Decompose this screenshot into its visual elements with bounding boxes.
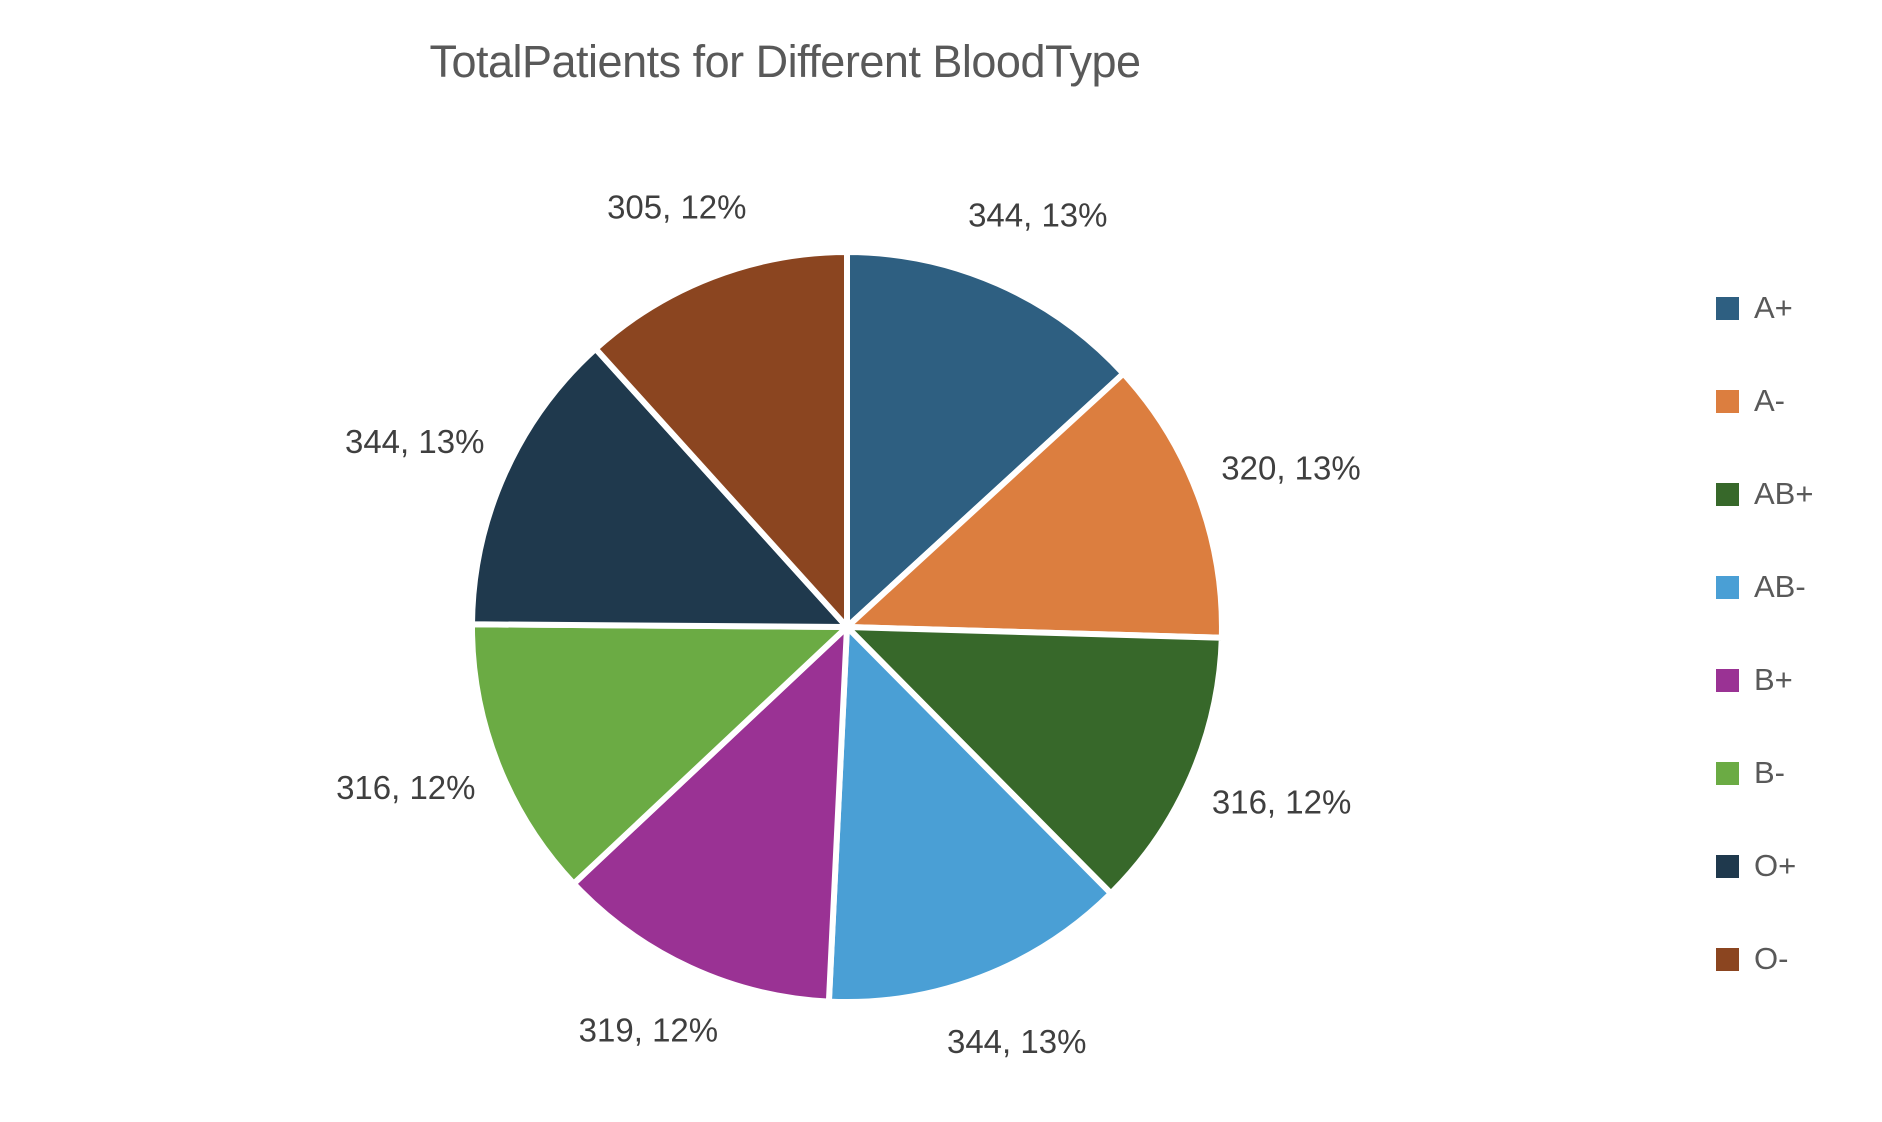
- legend-label-a-plus: A+: [1754, 290, 1793, 325]
- pie-slice-o-plus[interactable]: [469, 345, 850, 630]
- legend-swatch-b-minus: [1716, 761, 1739, 785]
- pie-slice-a-minus[interactable]: [844, 370, 1225, 641]
- legend: A+ A- AB+ AB- B+ B- O+ O-: [1716, 290, 1813, 977]
- legend-item-a-plus[interactable]: A+: [1716, 290, 1813, 326]
- pie-slice-b-minus[interactable]: [468, 621, 850, 887]
- data-label-ab-plus: 316, 12%: [1212, 784, 1351, 821]
- legend-item-b-plus[interactable]: B+: [1716, 662, 1813, 698]
- chart-title: TotalPatients for Different BloodType: [429, 36, 1141, 87]
- data-label-o-plus: 344, 13%: [345, 423, 484, 460]
- legend-item-o-minus[interactable]: O-: [1716, 941, 1813, 977]
- data-label-a-minus: 320, 13%: [1221, 450, 1360, 487]
- legend-label-a-minus: A-: [1754, 383, 1785, 418]
- legend-label-ab-plus: AB+: [1754, 476, 1814, 511]
- legend-swatch-ab-minus: [1716, 575, 1739, 599]
- legend-swatch-a-plus: [1716, 296, 1739, 320]
- pie-slice-a-plus[interactable]: [844, 249, 1127, 630]
- legend-swatch-b-plus: [1716, 668, 1739, 692]
- legend-item-ab-minus[interactable]: AB-: [1716, 569, 1813, 605]
- pie-slice-b-plus[interactable]: [570, 624, 850, 1005]
- legend-swatch-a-minus: [1716, 389, 1739, 413]
- data-label-b-plus: 319, 12%: [579, 1012, 718, 1049]
- data-label-b-minus: 316, 12%: [336, 769, 475, 806]
- pie-slice-ab-plus[interactable]: [844, 624, 1225, 897]
- data-label-a-plus: 344, 13%: [968, 197, 1107, 234]
- legend-swatch-o-minus: [1716, 947, 1739, 971]
- pie-slice-ab-minus[interactable]: [825, 624, 1114, 1006]
- pie-slice-o-minus[interactable]: [592, 249, 850, 630]
- data-label-ab-minus: 344, 13%: [947, 1023, 1086, 1060]
- legend-swatch-o-plus: [1716, 854, 1739, 878]
- legend-swatch-ab-plus: [1716, 482, 1739, 506]
- legend-label-b-minus: B-: [1754, 755, 1785, 790]
- legend-item-o-plus[interactable]: O+: [1716, 848, 1813, 884]
- legend-label-ab-minus: AB-: [1754, 569, 1806, 604]
- legend-item-ab-plus[interactable]: AB+: [1716, 476, 1813, 512]
- legend-label-o-minus: O-: [1754, 941, 1789, 976]
- legend-item-a-minus[interactable]: A-: [1716, 383, 1813, 419]
- legend-label-o-plus: O+: [1754, 848, 1797, 883]
- legend-item-b-minus[interactable]: B-: [1716, 755, 1813, 791]
- data-label-o-minus: 305, 12%: [607, 189, 746, 226]
- legend-label-b-plus: B+: [1754, 662, 1793, 697]
